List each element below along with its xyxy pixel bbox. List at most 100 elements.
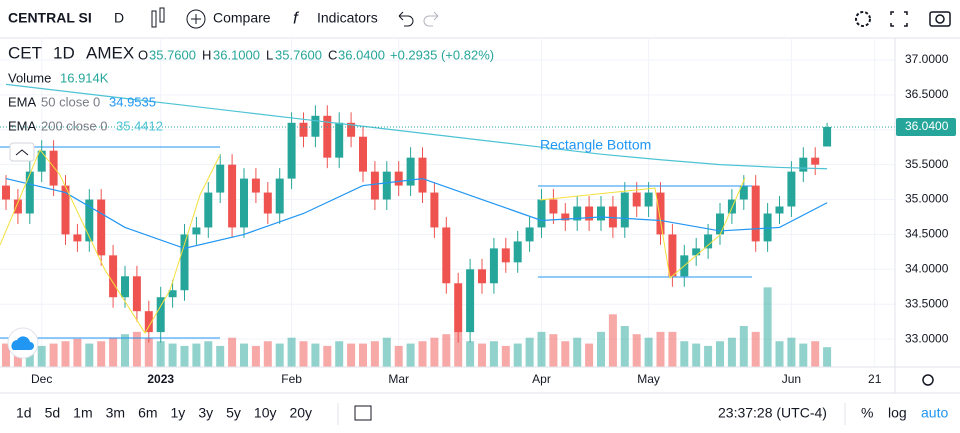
volume-bar: [597, 331, 605, 367]
candle-body: [359, 136, 367, 172]
log-toggle[interactable]: log: [888, 405, 907, 421]
candle-body: [549, 199, 558, 214]
candle-body: [799, 157, 808, 172]
range-button[interactable]: 10y: [254, 405, 277, 421]
ema50-value: 34.9535: [109, 94, 156, 109]
lens: [935, 14, 945, 24]
candle-body: [25, 171, 34, 214]
candle-body: [430, 192, 439, 228]
volume-bar: [727, 337, 736, 367]
range-button[interactable]: 3y: [198, 405, 213, 421]
candle-body: [2, 185, 10, 200]
candle-body: [37, 150, 46, 172]
candle-body: [537, 199, 546, 228]
candle-body: [85, 199, 94, 242]
compare[interactable]: Compare: [213, 10, 271, 26]
volume-bar: [347, 343, 356, 367]
candle-body: [13, 199, 22, 214]
candle-body: [287, 122, 296, 179]
toolbar-bg: [0, 0, 960, 38]
y-tick-label: 33.0000: [905, 331, 949, 345]
candle-body: [763, 213, 772, 242]
exchange: AMEX: [86, 43, 134, 62]
volume-bar: [716, 341, 724, 367]
volume-bar: [2, 343, 10, 367]
volume-bar: [478, 343, 486, 367]
range-button[interactable]: 1d: [16, 405, 32, 421]
candle-body: [251, 178, 260, 193]
rectangle-drawing[interactable]: [0, 146, 752, 339]
auto-toggle[interactable]: auto: [921, 405, 948, 421]
volume-bar: [192, 343, 201, 367]
volume-bar: [37, 345, 46, 367]
volume-bar: [513, 343, 522, 367]
interval[interactable]: D: [114, 10, 124, 26]
range-button[interactable]: 5y: [226, 405, 241, 421]
volume-bar: [608, 314, 617, 367]
candle-body: [668, 234, 677, 277]
range-button[interactable]: 6m: [138, 405, 157, 421]
l-value: 35.7600: [275, 47, 322, 62]
fx-icon[interactable]: f: [293, 8, 300, 27]
x-tick-label: 2023: [147, 372, 174, 386]
candle-body: [156, 297, 165, 333]
volume-bar: [537, 331, 546, 367]
volume-bar: [311, 343, 320, 367]
symbol[interactable]: CENTRAL SI: [8, 10, 92, 26]
candle-icon[interactable]: [151, 10, 157, 28]
volume-bar: [121, 334, 129, 367]
range-button[interactable]: 1m: [73, 405, 92, 421]
range-button[interactable]: 3m: [106, 405, 125, 421]
undo[interactable]: [398, 11, 414, 27]
candle-body: [489, 248, 498, 284]
percent-toggle[interactable]: %: [861, 405, 873, 421]
fullscreen[interactable]: [890, 11, 908, 27]
volume-bar: [454, 331, 463, 367]
ticker: CET: [8, 43, 42, 62]
volume-bar: [632, 334, 641, 367]
axis-settings[interactable]: [922, 374, 934, 386]
candle-body: [263, 192, 272, 214]
candle-body: [49, 150, 58, 186]
candle-body: [299, 122, 308, 137]
volume-bar: [704, 345, 713, 367]
candle-body: [335, 122, 344, 158]
drawings: Rectangle Bottom: [0, 137, 752, 339]
h-value: 36.1000: [213, 47, 260, 62]
collapse-button[interactable]: [9, 142, 35, 162]
h-key: H: [202, 47, 211, 62]
y-tick-label: 36.5000: [905, 87, 949, 101]
candle-body: [442, 227, 451, 284]
snapshot[interactable]: [929, 11, 951, 27]
candle-body: [311, 115, 320, 137]
volume-bar: [573, 337, 582, 367]
date-range-icon[interactable]: [354, 405, 372, 421]
chevron: [15, 149, 29, 156]
indicators[interactable]: Indicators: [317, 10, 378, 26]
ema-line: [5, 83, 828, 170]
range-button[interactable]: 1y: [171, 405, 186, 421]
range-button[interactable]: 5d: [45, 405, 61, 421]
zigzag[interactable]: [0, 149, 746, 334]
volume-bar: [561, 341, 570, 367]
candle-body: [513, 241, 522, 263]
volume-bar: [382, 337, 391, 367]
candle-body: [347, 122, 356, 137]
volume-bar: [299, 341, 308, 367]
volume-bar: [585, 343, 594, 367]
candle-body: [620, 192, 629, 228]
candle-body: [466, 269, 475, 333]
range-button[interactable]: 20y: [289, 405, 312, 421]
candle-body: [811, 157, 820, 165]
candle-body: [454, 283, 463, 333]
settings[interactable]: [855, 11, 871, 27]
candle-body: [204, 192, 213, 228]
y-tick-label: 34.5000: [905, 227, 949, 241]
redo[interactable]: [423, 11, 439, 27]
compare-icon[interactable]: [186, 9, 206, 29]
ema50-key: EMA: [8, 94, 37, 109]
volume-bar: [73, 338, 82, 367]
volume-bar: [132, 331, 141, 367]
volume-bar: [418, 341, 427, 367]
ema50-params: 50 close 0: [41, 94, 100, 109]
